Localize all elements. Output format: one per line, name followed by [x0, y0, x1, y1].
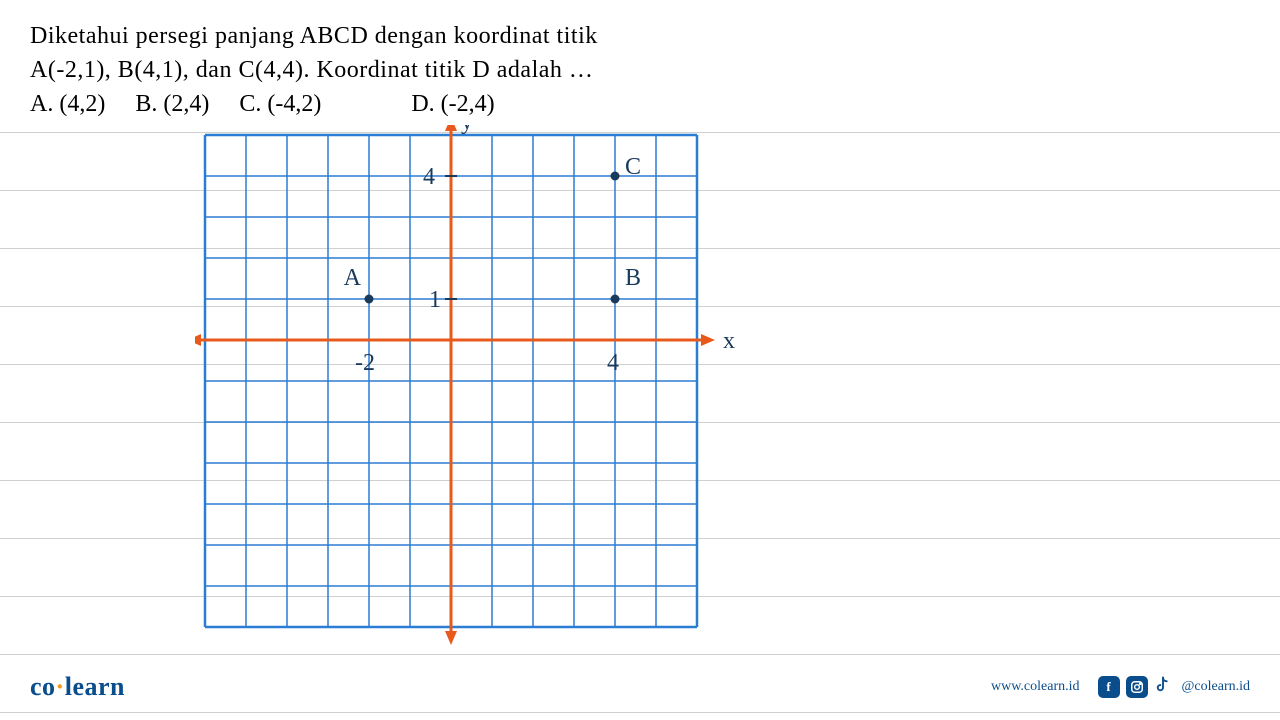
svg-text:C: C — [625, 154, 641, 180]
question-line1: Diketahui persegi panjang ABCD dengan ko… — [30, 20, 1250, 54]
svg-text:A: A — [344, 265, 362, 291]
svg-text:B: B — [625, 265, 641, 291]
answer-options: A. (4,2) B. (2,4) C. (-4,2) D. (-2,4) — [30, 91, 1250, 118]
footer: co·learn www.colearn.id f @colearn.id — [0, 672, 1280, 702]
option-b: B. (2,4) — [135, 91, 209, 117]
svg-text:1: 1 — [429, 287, 441, 313]
svg-text:-2: -2 — [355, 350, 375, 376]
svg-text:4: 4 — [607, 350, 619, 376]
facebook-icon[interactable]: f — [1098, 676, 1120, 698]
logo-learn: learn — [65, 672, 125, 701]
content-area: Diketahui persegi panjang ABCD dengan ko… — [0, 0, 1280, 138]
tiktok-icon[interactable] — [1154, 676, 1172, 699]
option-c: C. (-4,2) — [239, 91, 321, 117]
logo-dot: · — [56, 672, 65, 701]
option-d: D. (-2,4) — [411, 91, 494, 117]
graph: yxABC41-24 — [195, 125, 695, 695]
question-line2: A(-2,1), B(4,1), dan C(4,4). Koordinat t… — [30, 54, 1250, 88]
option-a: A. (4,2) — [30, 91, 105, 117]
instagram-icon[interactable] — [1126, 676, 1148, 698]
footer-right: www.colearn.id f @colearn.id — [991, 676, 1250, 699]
socials: f @colearn.id — [1098, 676, 1250, 699]
svg-text:4: 4 — [423, 164, 435, 190]
logo: co·learn — [30, 672, 125, 702]
svg-text:x: x — [723, 328, 735, 354]
logo-co: co — [30, 672, 56, 701]
social-handle: @colearn.id — [1182, 679, 1250, 695]
website-link[interactable]: www.colearn.id — [991, 679, 1080, 695]
